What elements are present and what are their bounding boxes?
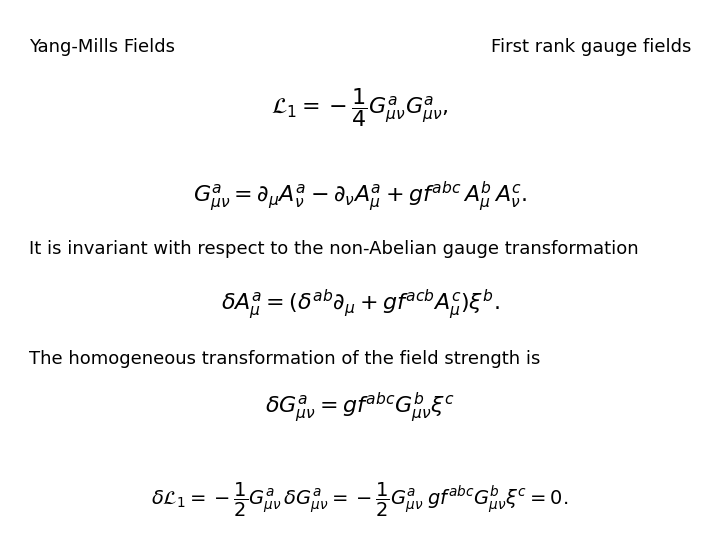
- Text: Yang-Mills Fields: Yang-Mills Fields: [29, 38, 175, 56]
- Text: First rank gauge fields: First rank gauge fields: [491, 38, 691, 56]
- Text: $\delta A^a_\mu = (\delta^{ab}\partial_\mu + g f^{acb} A^c_\mu)\xi^b.$: $\delta A^a_\mu = (\delta^{ab}\partial_\…: [220, 288, 500, 322]
- Text: The homogeneous transformation of the field strength is: The homogeneous transformation of the fi…: [29, 350, 540, 368]
- Text: $\mathcal{L}_1 = -\dfrac{1}{4} G^a_{\mu\nu} G^a_{\mu\nu},$: $\mathcal{L}_1 = -\dfrac{1}{4} G^a_{\mu\…: [271, 86, 449, 130]
- Text: $G^a_{\mu\nu} = \partial_\mu A^a_\nu - \partial_\nu A^a_\mu + g f^{abc}\, A^b_\m: $G^a_{\mu\nu} = \partial_\mu A^a_\nu - \…: [193, 180, 527, 214]
- Text: It is invariant with respect to the non-Abelian gauge transformation: It is invariant with respect to the non-…: [29, 240, 639, 259]
- Text: $\delta\mathcal{L}_1 = -\dfrac{1}{2} G^a_{\mu\nu}\, \delta G^a_{\mu\nu} = -\dfra: $\delta\mathcal{L}_1 = -\dfrac{1}{2} G^a…: [151, 481, 569, 518]
- Text: $\delta G^a_{\mu\nu} = g f^{abc} G^b_{\mu\nu} \xi^c$: $\delta G^a_{\mu\nu} = g f^{abc} G^b_{\m…: [265, 390, 455, 425]
